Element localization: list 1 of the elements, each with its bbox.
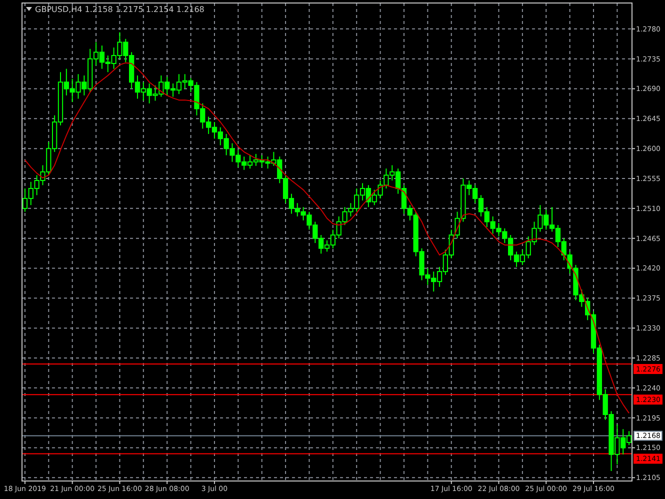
chart-title: GBPUSD,H4 1.2158 1.2175 1.2154 1.2168 bbox=[35, 5, 204, 14]
